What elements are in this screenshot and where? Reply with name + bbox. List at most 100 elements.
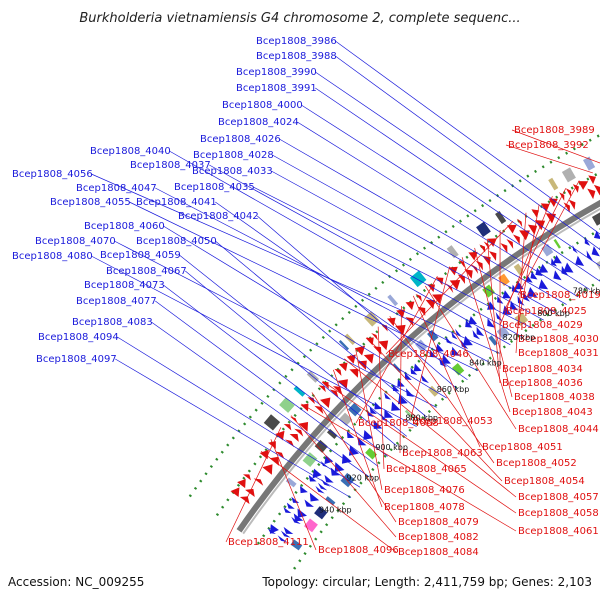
forward-leader-line: [91, 173, 500, 354]
reverse-gene-arrow: [318, 385, 326, 393]
forward-gene-label: Bcep1808_4000: [222, 100, 303, 111]
reverse-leader-line: [511, 129, 600, 164]
reverse-gene-label: Bcep1808_4036: [502, 378, 583, 389]
forward-gene-arrow: [346, 431, 355, 438]
forward-gene-arrow: [476, 326, 485, 337]
reverse-leader-line: [517, 180, 580, 296]
forward-leader-line: [279, 138, 567, 305]
reverse-leader-line: [505, 144, 593, 174]
reverse-gene-arrow: [578, 181, 589, 190]
reverse-gene-label: Bcep1808_4051: [482, 442, 563, 453]
forward-gene-arrow: [441, 354, 451, 364]
reverse-gene-arrow: [425, 299, 435, 310]
forward-gene-label: Bcep1808_4050: [136, 236, 217, 247]
forward-gene-arrow: [451, 331, 458, 340]
forward-gene-arrow: [429, 349, 437, 358]
forward-leader-line: [179, 254, 408, 437]
reverse-gene-label: Bcep1808_4031: [518, 348, 599, 359]
reverse-gene-arrow: [275, 430, 285, 441]
forward-gene-label: Bcep1808_4047: [76, 183, 157, 194]
forward-gene-arrow: [321, 478, 331, 487]
forward-gene-arrow: [291, 516, 301, 524]
forward-gene-arrow: [420, 374, 429, 384]
reverse-gene-label: Bcep1808_4084: [398, 547, 479, 558]
reverse-gene-arrow: [513, 234, 520, 245]
label-leader-lines: [91, 40, 600, 553]
forward-gene-arrow: [309, 492, 320, 502]
map-title: Burkholderia vietnamiensis G4 chromosome…: [79, 11, 520, 26]
forward-gene-arrow: [495, 311, 503, 322]
forward-leader-line: [315, 87, 600, 282]
reverse-gene-label: Bcep1808_4034: [502, 364, 583, 375]
forward-gene-label: Bcep1808_4055: [50, 197, 131, 208]
forward-gene-arrow: [563, 262, 574, 273]
forward-gene-arrow: [283, 526, 294, 535]
forward-leader-line: [117, 336, 361, 488]
forward-leader-line: [215, 201, 468, 381]
reverse-gene-arrow: [243, 474, 251, 481]
feature-block: [347, 402, 362, 417]
scale-label: 900 kbp: [375, 443, 408, 452]
reverse-gene-arrow: [468, 251, 478, 261]
forward-gene-arrow: [357, 437, 367, 446]
feature-block-inner: [488, 335, 498, 346]
forward-leader-line: [163, 225, 447, 399]
forward-gene-arrow: [530, 271, 538, 280]
feature-block-outer: [548, 177, 559, 191]
feature-block-outer: [279, 397, 295, 413]
feature-block-inner: [514, 312, 529, 326]
forward-gene-arrow: [269, 524, 279, 534]
feature-block-outer: [263, 414, 281, 431]
reverse-gene-arrow: [378, 340, 389, 351]
reverse-leader-line: [225, 427, 282, 543]
forward-gene-arrow: [487, 318, 495, 328]
reverse-gene-arrow: [448, 266, 458, 276]
forward-gene-arrow: [369, 407, 377, 415]
reverse-gene-arrow: [300, 403, 309, 412]
forward-leader-line: [257, 215, 458, 390]
forward-gene-arrow: [413, 363, 422, 372]
forward-leader-line: [155, 300, 379, 467]
forward-gene-arrow: [300, 485, 308, 494]
forward-gene-arrow: [514, 280, 524, 290]
reverse-gene-arrow: [349, 368, 359, 378]
reverse-gene-arrow: [415, 294, 422, 302]
forward-leader-line: [215, 240, 427, 418]
forward-leader-line: [335, 55, 600, 251]
reverse-gene-label: Bcep1808_4030: [518, 334, 599, 345]
reverse-gene-label: Bcep1808_4061: [518, 526, 599, 537]
reverse-gene-arrow: [593, 184, 600, 196]
forward-gene-label: Bcep1808_4073: [84, 280, 165, 291]
forward-gene-arrow: [451, 346, 461, 356]
reverse-leader-line: [409, 266, 451, 422]
reverse-leader-line: [270, 439, 317, 551]
reverse-gene-arrow: [363, 353, 374, 364]
forward-gene-arrow: [315, 485, 325, 494]
reverse-leader-line: [399, 305, 402, 454]
forward-gene-arrow: [334, 462, 345, 473]
reverse-gene-arrow: [507, 224, 517, 234]
forward-leader-line: [315, 71, 600, 267]
forward-gene-arrow: [341, 453, 352, 464]
reverse-gene-label: Bcep1808_4082: [398, 532, 479, 543]
reverse-gene-arrow: [432, 294, 442, 304]
forward-leader-line: [301, 104, 590, 290]
forward-leader-line: [155, 187, 489, 363]
reverse-gene-label: Bcep1808_4053: [412, 416, 493, 427]
reverse-leader-line: [344, 358, 517, 498]
forward-gene-arrow: [374, 401, 382, 410]
forward-gene-arrow: [575, 255, 585, 266]
topology-text: Topology: circular; Length: 2,411,759 bp…: [261, 575, 592, 589]
reverse-leader-line: [515, 204, 540, 340]
forward-leader-line: [253, 186, 533, 329]
forward-gene-arrow: [384, 392, 392, 400]
reverse-gene-arrow: [365, 337, 374, 346]
feature-block: [541, 243, 554, 257]
forward-gene-label: Bcep1808_4040: [90, 146, 171, 157]
feature-block: [591, 212, 600, 226]
forward-gene-label: Bcep1808_3991: [236, 83, 317, 94]
forward-gene-arrow: [324, 474, 334, 483]
forward-gene-label: Bcep1808_4077: [76, 296, 157, 307]
reverse-gene-arrow: [527, 224, 538, 235]
reverse-leader-line: [355, 276, 438, 424]
